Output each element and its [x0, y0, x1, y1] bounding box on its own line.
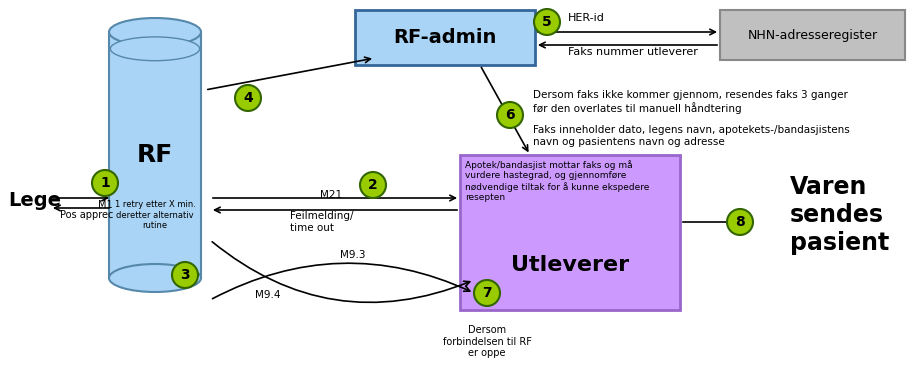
Text: 5: 5 [542, 15, 552, 29]
FancyBboxPatch shape [460, 155, 680, 310]
Text: Faks nummer utleverer: Faks nummer utleverer [568, 47, 698, 57]
Text: 1 retry etter X min.
deretter alternativ
rutine: 1 retry etter X min. deretter alternativ… [114, 200, 196, 230]
Text: 6: 6 [505, 108, 515, 122]
Ellipse shape [111, 37, 199, 61]
Text: 3: 3 [180, 268, 189, 282]
Text: Faks inneholder dato, legens navn, apotekets-/bandasjistens
navn og pasientens n: Faks inneholder dato, legens navn, apote… [533, 125, 850, 147]
Text: 7: 7 [482, 286, 492, 300]
Text: 4: 4 [243, 91, 253, 105]
Text: Pos apprec: Pos apprec [60, 210, 113, 220]
Circle shape [92, 170, 118, 196]
Text: M1: M1 [98, 200, 113, 210]
FancyBboxPatch shape [720, 10, 905, 60]
Text: 2: 2 [368, 178, 378, 192]
Text: M9.4: M9.4 [255, 290, 281, 300]
Text: Dersom faks ikke kommer gjennom, resendes faks 3 ganger
før den overlates til ma: Dersom faks ikke kommer gjennom, resende… [533, 90, 848, 114]
Circle shape [727, 209, 753, 235]
Text: Feilmelding/
time out: Feilmelding/ time out [290, 211, 353, 233]
Circle shape [235, 85, 261, 111]
FancyBboxPatch shape [109, 32, 201, 278]
Text: Varen
sendes
pasient: Varen sendes pasient [790, 175, 889, 255]
Text: M21: M21 [320, 190, 342, 200]
Text: RF: RF [137, 143, 173, 167]
Circle shape [534, 9, 560, 35]
Circle shape [172, 262, 198, 288]
FancyBboxPatch shape [355, 10, 535, 65]
Text: Apotek/bandasjist mottar faks og må
vurdere hastegrad, og gjennomføre
nødvendige: Apotek/bandasjist mottar faks og må vurd… [465, 160, 650, 202]
Circle shape [360, 172, 386, 198]
Circle shape [474, 280, 500, 306]
Text: Utleverer: Utleverer [511, 255, 630, 275]
Text: M9.3: M9.3 [340, 250, 365, 260]
Text: 1: 1 [100, 176, 110, 190]
Text: RF-admin: RF-admin [393, 28, 497, 47]
Text: NHN-adresseregister: NHN-adresseregister [748, 28, 877, 42]
Ellipse shape [109, 264, 201, 292]
Text: Dersom
forbindelsen til RF
er oppe: Dersom forbindelsen til RF er oppe [443, 325, 532, 358]
Text: Lege: Lege [8, 190, 61, 210]
Text: HER-id: HER-id [568, 13, 605, 23]
Ellipse shape [109, 18, 201, 46]
Text: 8: 8 [735, 215, 745, 229]
Circle shape [497, 102, 523, 128]
